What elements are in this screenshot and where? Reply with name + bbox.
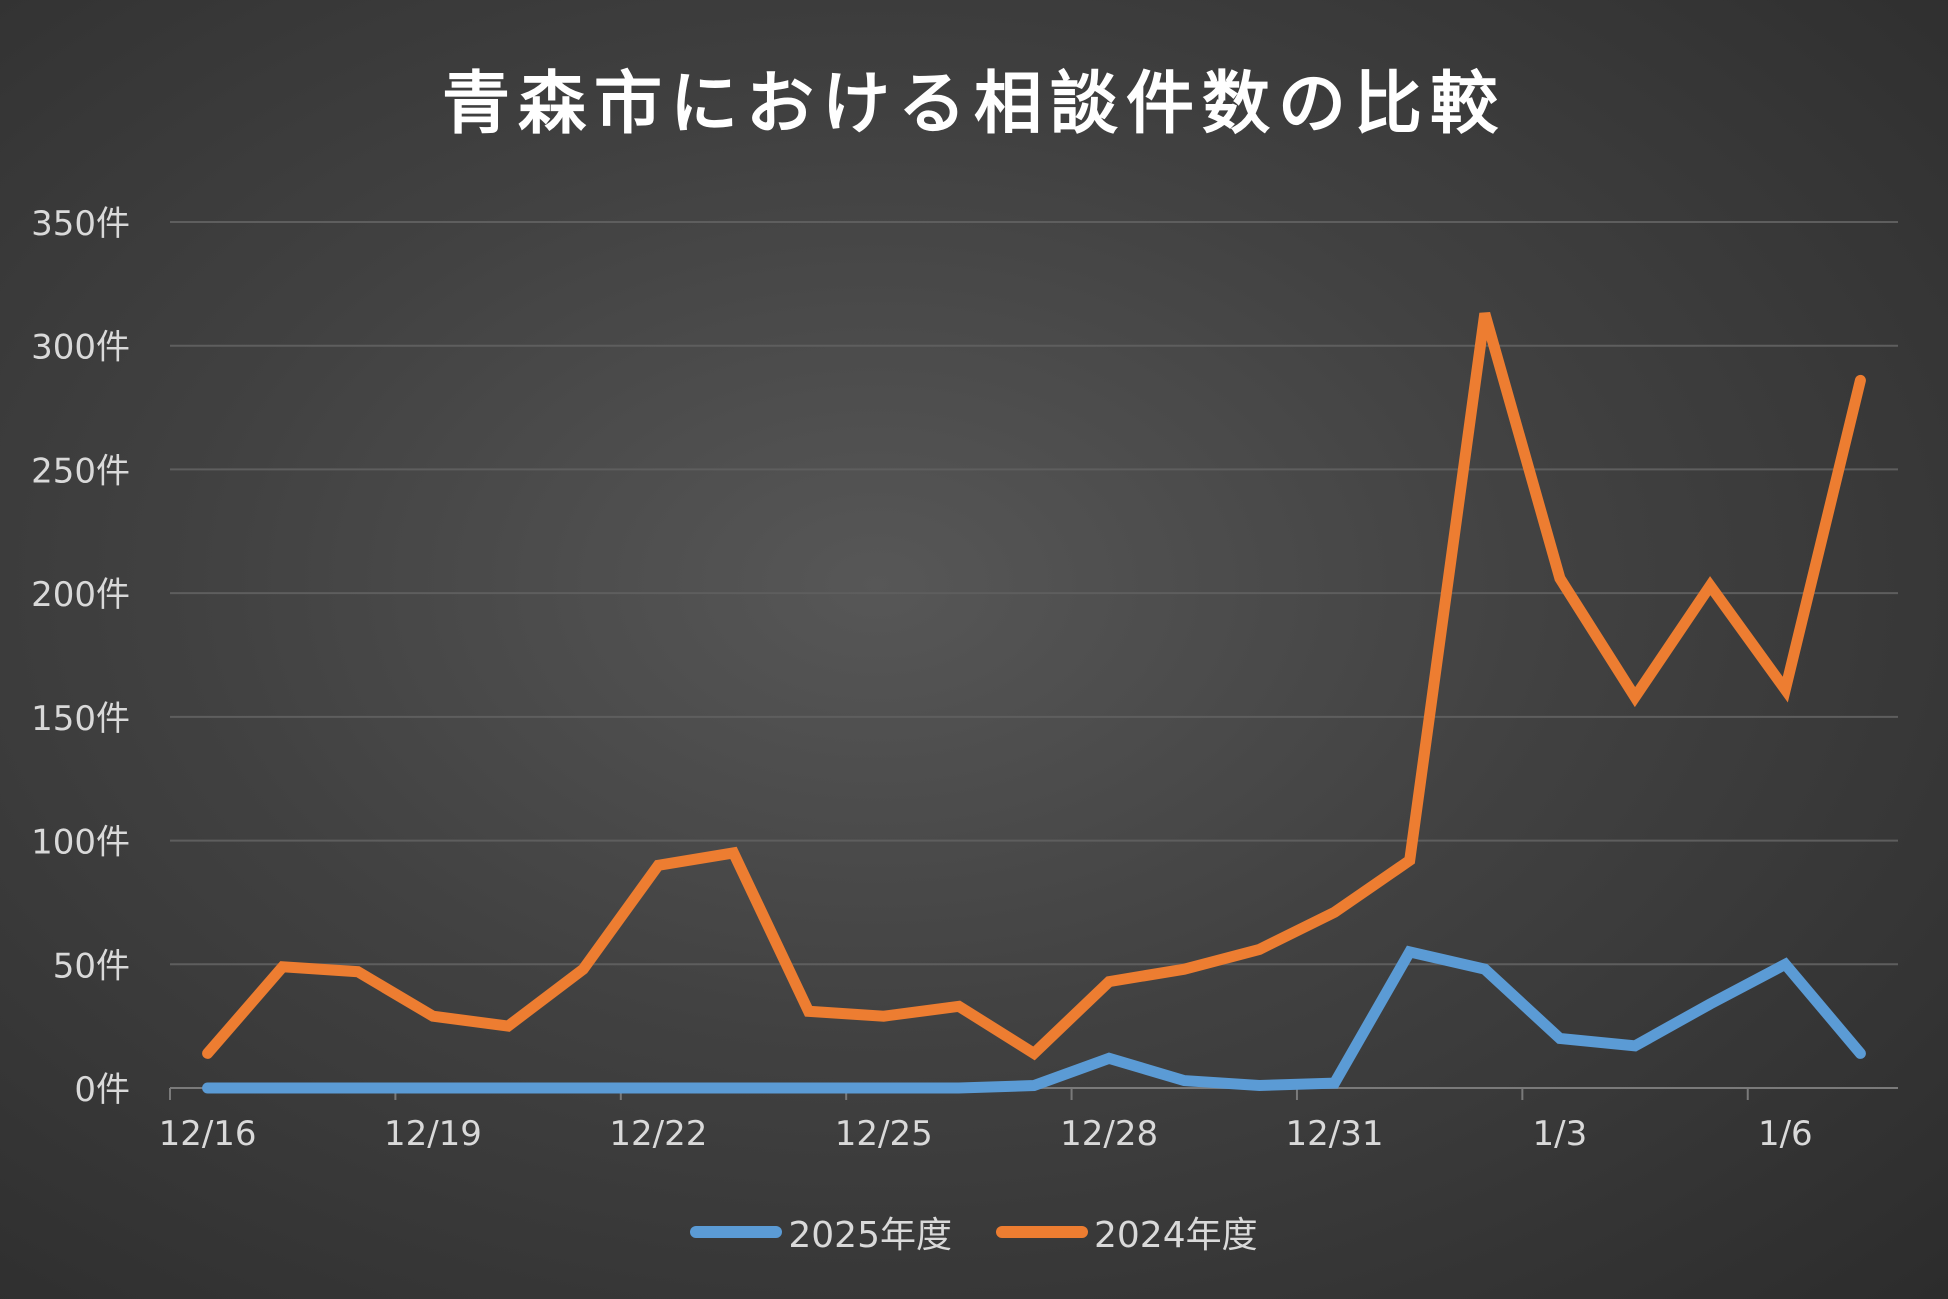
legend-item-2024[interactable]: 2024年度 xyxy=(996,1206,1258,1258)
y-tick-label: 50件 xyxy=(53,946,130,986)
y-tick-label: 350件 xyxy=(31,204,130,244)
y-tick-label: 200件 xyxy=(31,575,130,615)
x-tick-label: 12/22 xyxy=(609,1114,707,1154)
x-tick-label: 1/6 xyxy=(1758,1114,1813,1154)
x-tick-label: 12/25 xyxy=(835,1114,933,1154)
legend: 2025年度 2024年度 xyxy=(0,1206,1948,1258)
y-tick-label: 150件 xyxy=(31,699,130,739)
x-tick-label: 12/28 xyxy=(1060,1114,1158,1154)
y-tick-label: 100件 xyxy=(31,823,130,863)
series-line-2025 xyxy=(202,945,1866,1094)
legend-label-2025: 2025年度 xyxy=(788,1215,952,1256)
x-tick-label: 12/16 xyxy=(159,1114,257,1154)
y-tick-label: 300件 xyxy=(31,328,130,368)
series-line-2024 xyxy=(202,311,1866,1061)
legend-swatch-2024 xyxy=(996,1226,1088,1238)
legend-item-2025[interactable]: 2025年度 xyxy=(690,1206,952,1258)
legend-label-2024: 2024年度 xyxy=(1094,1215,1258,1256)
x-tick-label: 12/31 xyxy=(1286,1114,1384,1154)
legend-swatch-2025 xyxy=(690,1226,783,1238)
y-tick-label: 250件 xyxy=(31,451,130,491)
x-tick-label: 1/3 xyxy=(1533,1114,1588,1154)
y-tick-label: 0件 xyxy=(74,1070,130,1110)
chart-title: 青森市における相談件数の比較 xyxy=(441,65,1506,144)
x-tick-label: 12/19 xyxy=(384,1114,482,1154)
